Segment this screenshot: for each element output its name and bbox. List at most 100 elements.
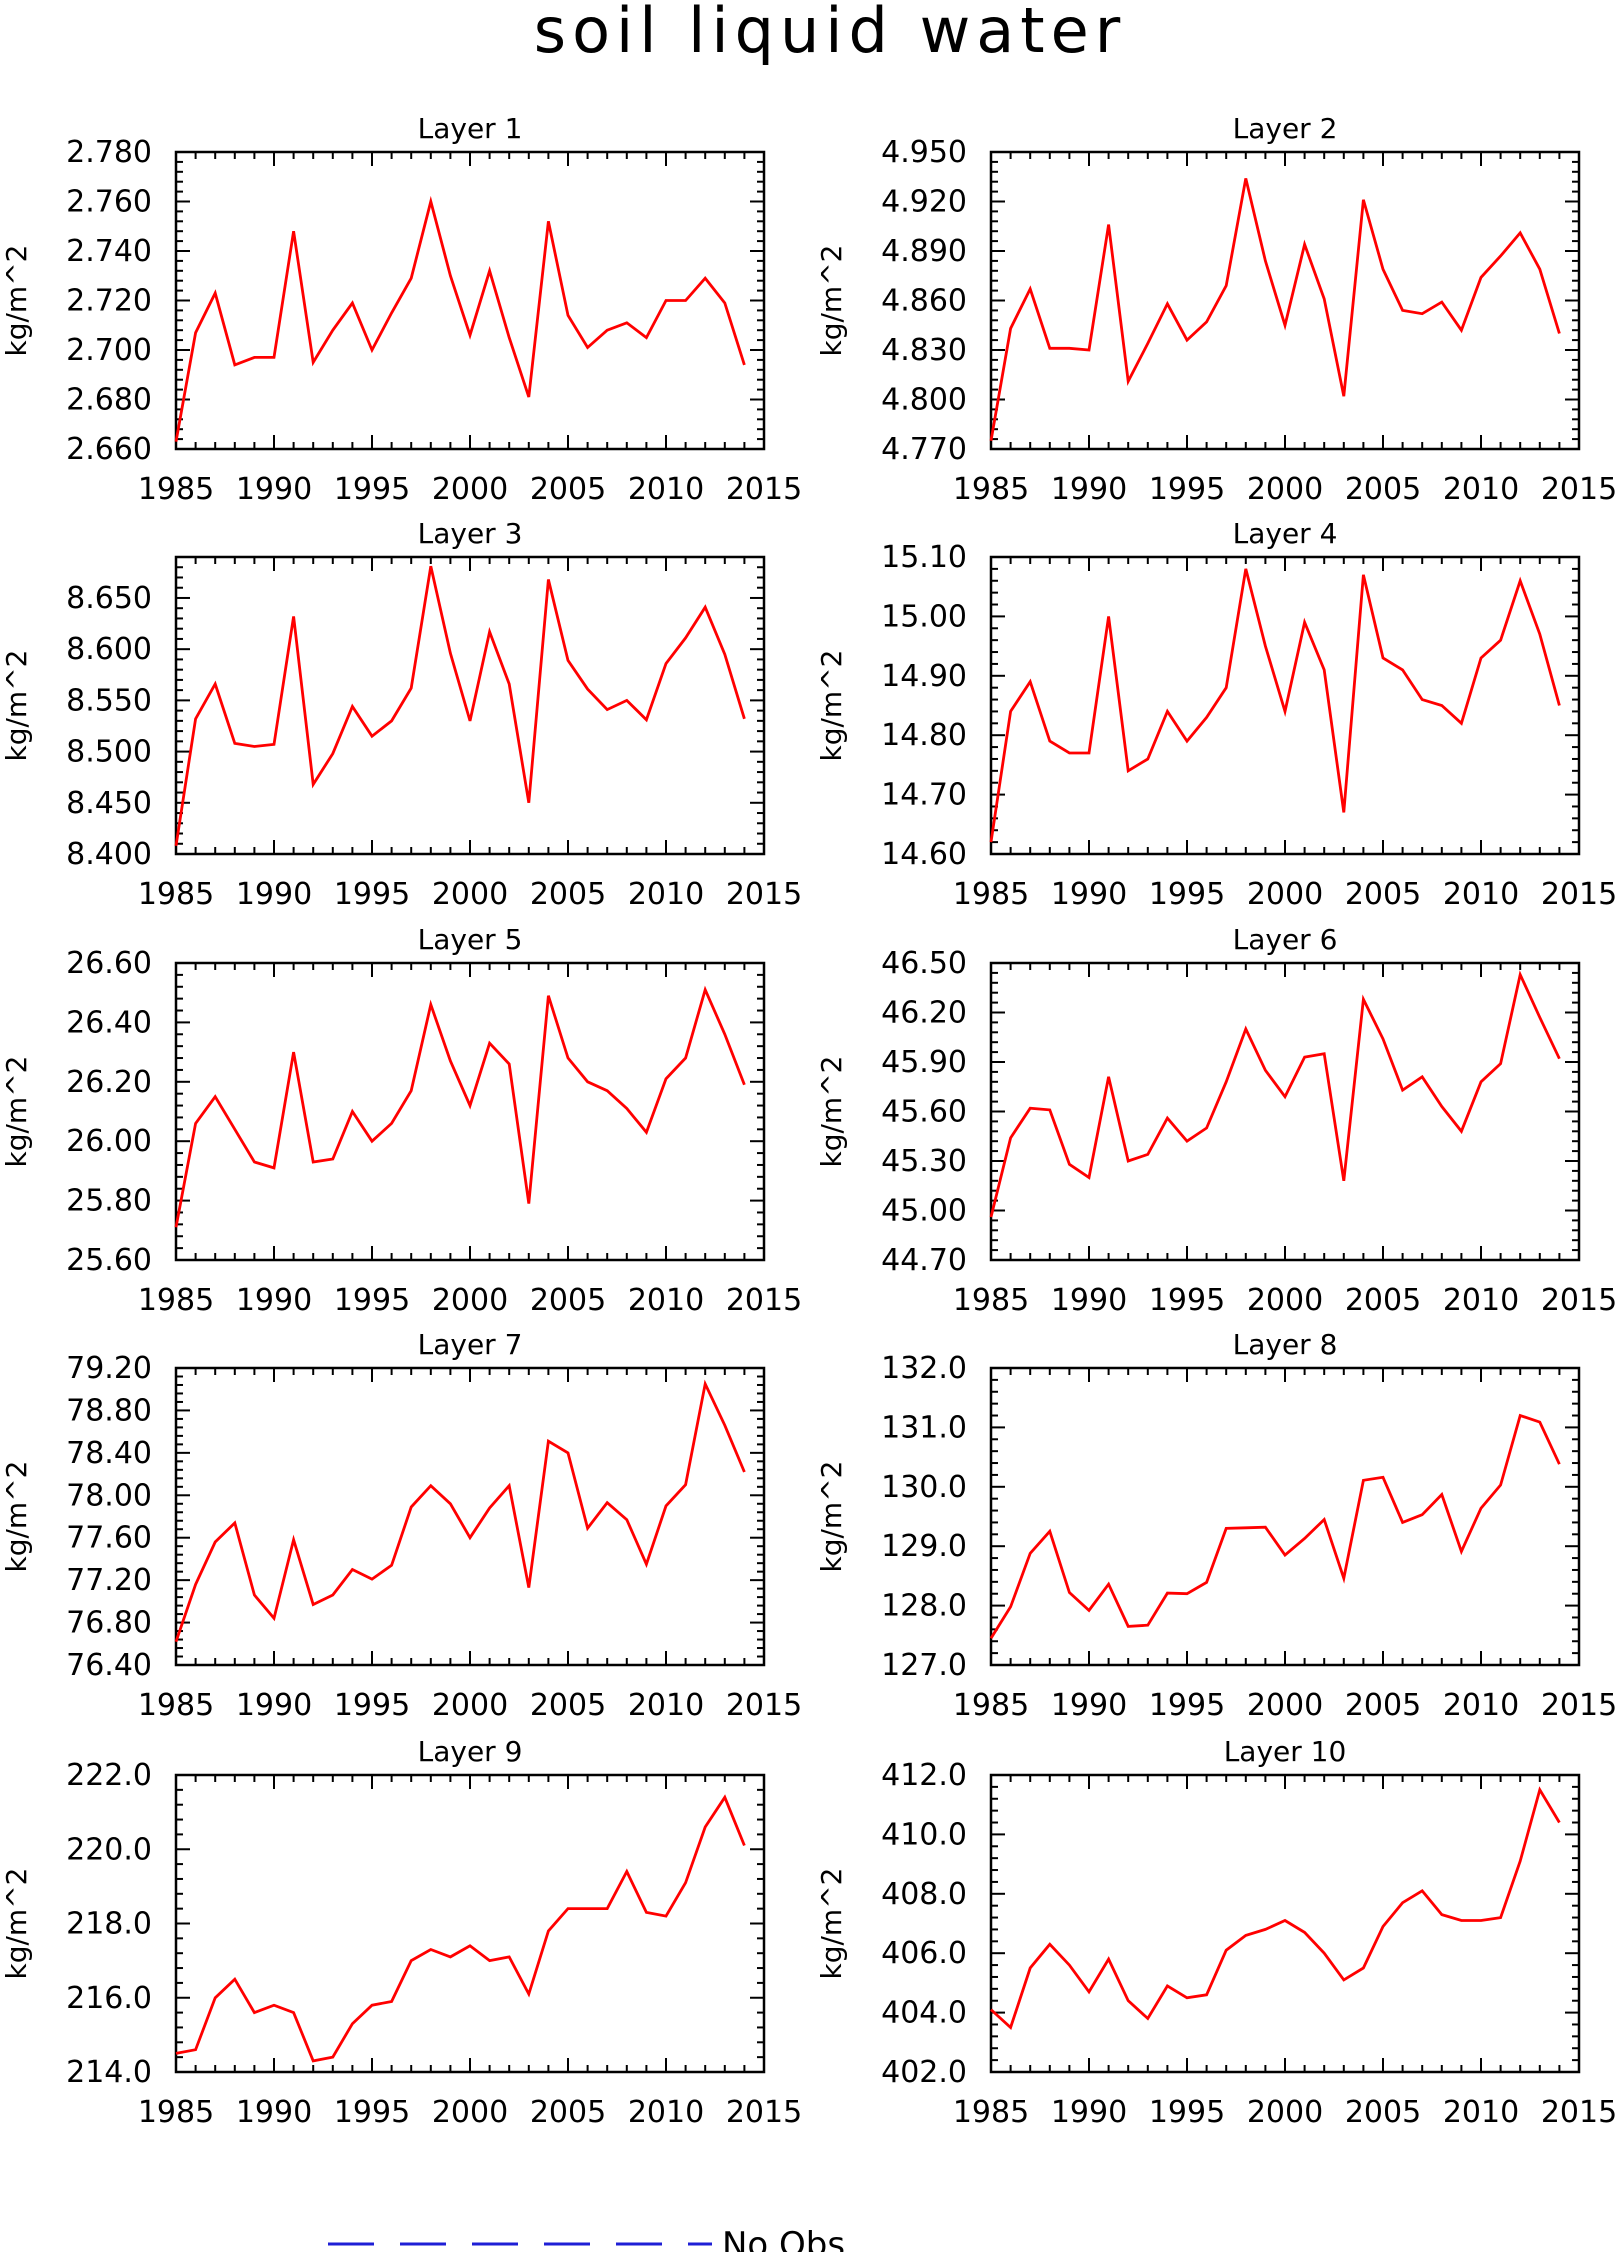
- y-tick-label: 25.60: [66, 1243, 152, 1278]
- x-tick-label: 2015: [726, 472, 802, 507]
- y-axis-label: kg/m^2: [0, 650, 33, 762]
- x-tick-label: 1995: [1149, 877, 1225, 912]
- plot-frame: [174, 1366, 766, 1667]
- x-tick-label: 1995: [334, 1688, 410, 1723]
- y-tick-label: 4.830: [881, 333, 967, 368]
- y-tick-label: 14.80: [881, 718, 967, 753]
- x-tick-label: 1995: [334, 2095, 410, 2130]
- series-line: [990, 1786, 1561, 2030]
- y-tick-label: 2.720: [66, 284, 152, 319]
- x-tick-label: 1985: [953, 877, 1029, 912]
- x-tick-label: 2005: [1345, 1283, 1421, 1318]
- x-tick-label: 1995: [334, 877, 410, 912]
- panel-layer-3: Layer 3 1985 1990 1995 2000 2005 2010 2015 8.400…: [0, 517, 802, 912]
- x-tick-label: 2010: [628, 2095, 704, 2130]
- plot-frame: [989, 150, 1581, 451]
- x-tick-label: 2005: [530, 1283, 606, 1318]
- series-line: [989, 178, 1561, 441]
- x-tick-label: 1985: [138, 472, 214, 507]
- y-tick-label: 406.0: [881, 1936, 967, 1971]
- series-line: [174, 195, 746, 442]
- x-tick-label: 1995: [334, 472, 410, 507]
- panel-title: Layer 9: [418, 1735, 523, 1768]
- y-tick-label: 77.60: [66, 1521, 152, 1556]
- x-tick-label: 1995: [1149, 1283, 1225, 1318]
- x-tick-label: 1990: [1051, 2095, 1127, 2130]
- y-tick-label: 131.0: [881, 1410, 967, 1445]
- y-tick-label: 14.60: [881, 837, 967, 872]
- x-tick-label: 1990: [1051, 472, 1127, 507]
- x-tick-label: 2000: [1247, 2095, 1323, 2130]
- series-line: [989, 1413, 1561, 1640]
- x-tick-label: 1995: [1149, 472, 1225, 507]
- x-tick-label: 1990: [236, 1688, 312, 1723]
- series-line: [989, 568, 1561, 843]
- series-line: [174, 985, 746, 1228]
- x-tick-label: 1985: [953, 472, 1029, 507]
- y-tick-label: 412.0: [881, 1758, 967, 1793]
- panel-title: Layer 8: [1233, 1328, 1338, 1361]
- y-tick-label: 44.70: [881, 1243, 967, 1278]
- x-tick-label: 2010: [1443, 1283, 1519, 1318]
- y-tick-label: 220.0: [66, 1832, 152, 1867]
- x-tick-label: 1990: [236, 1283, 312, 1318]
- x-tick-label: 2005: [530, 877, 606, 912]
- x-tick-label: 1985: [138, 2095, 214, 2130]
- x-tick-label: 2015: [1541, 1688, 1617, 1723]
- y-tick-label: 45.90: [881, 1045, 967, 1080]
- y-tick-label: 4.770: [881, 432, 967, 467]
- x-tick-label: 1990: [1051, 1283, 1127, 1318]
- x-tick-label: 2000: [432, 1688, 508, 1723]
- x-tick-label: 2000: [432, 472, 508, 507]
- y-tick-label: 2.740: [66, 234, 152, 269]
- y-axis-label: kg/m^2: [815, 245, 848, 357]
- plot-frame: [174, 961, 766, 1262]
- x-tick-label: 2015: [726, 877, 802, 912]
- x-tick-label: 2005: [530, 2095, 606, 2130]
- panel-layer-8: Layer 8 1985 1990 1995 2000 2005 2010 2015 127.0…: [815, 1328, 1617, 1723]
- x-tick-label: 2015: [726, 1688, 802, 1723]
- y-tick-label: 8.400: [66, 837, 152, 872]
- x-tick-label: 1995: [334, 1283, 410, 1318]
- panel-title: Layer 2: [1233, 112, 1338, 145]
- plot-frame: [989, 961, 1581, 1262]
- x-tick-label: 2010: [628, 877, 704, 912]
- y-axis-label: kg/m^2: [815, 650, 848, 762]
- series-line: [174, 565, 746, 847]
- y-tick-label: 78.00: [66, 1478, 152, 1513]
- y-tick-label: 127.0: [881, 1648, 967, 1683]
- y-tick-label: 46.50: [881, 946, 967, 981]
- y-axis-label: kg/m^2: [815, 1868, 848, 1980]
- x-tick-label: 2015: [726, 1283, 802, 1318]
- panel-layer-7: Layer 7 1985 1990 1995 2000 2005 2010 2015 76.40…: [0, 1328, 802, 1723]
- series-line: [174, 1379, 746, 1643]
- y-tick-label: 222.0: [66, 1758, 152, 1793]
- x-tick-label: 2005: [1345, 877, 1421, 912]
- x-tick-label: 1985: [953, 1688, 1029, 1723]
- y-tick-label: 79.20: [66, 1351, 152, 1386]
- x-tick-label: 1990: [236, 2095, 312, 2130]
- x-tick-label: 1995: [1149, 2095, 1225, 2130]
- y-axis-label: kg/m^2: [0, 1461, 33, 1573]
- x-tick-label: 2010: [628, 1283, 704, 1318]
- y-tick-label: 410.0: [881, 1817, 967, 1852]
- x-tick-label: 2005: [530, 1688, 606, 1723]
- y-tick-label: 26.40: [66, 1005, 152, 1040]
- legend-label: No Obs: [722, 2225, 845, 2252]
- panel-title: Layer 1: [418, 112, 523, 145]
- y-tick-label: 130.0: [881, 1470, 967, 1505]
- x-tick-label: 2010: [628, 1688, 704, 1723]
- y-tick-label: 78.40: [66, 1436, 152, 1471]
- panel-title: Layer 10: [1224, 1735, 1347, 1768]
- x-tick-label: 2010: [628, 472, 704, 507]
- x-tick-label: 2000: [432, 877, 508, 912]
- panel-title: Layer 7: [418, 1328, 523, 1361]
- y-tick-label: 45.30: [881, 1144, 967, 1179]
- x-tick-label: 1995: [1149, 1688, 1225, 1723]
- panel-title: Layer 4: [1233, 517, 1338, 550]
- x-tick-label: 2015: [1541, 472, 1617, 507]
- legend: No Obs: [328, 2225, 845, 2252]
- y-tick-label: 214.0: [66, 2055, 152, 2090]
- plot-frame: [989, 1773, 1581, 2074]
